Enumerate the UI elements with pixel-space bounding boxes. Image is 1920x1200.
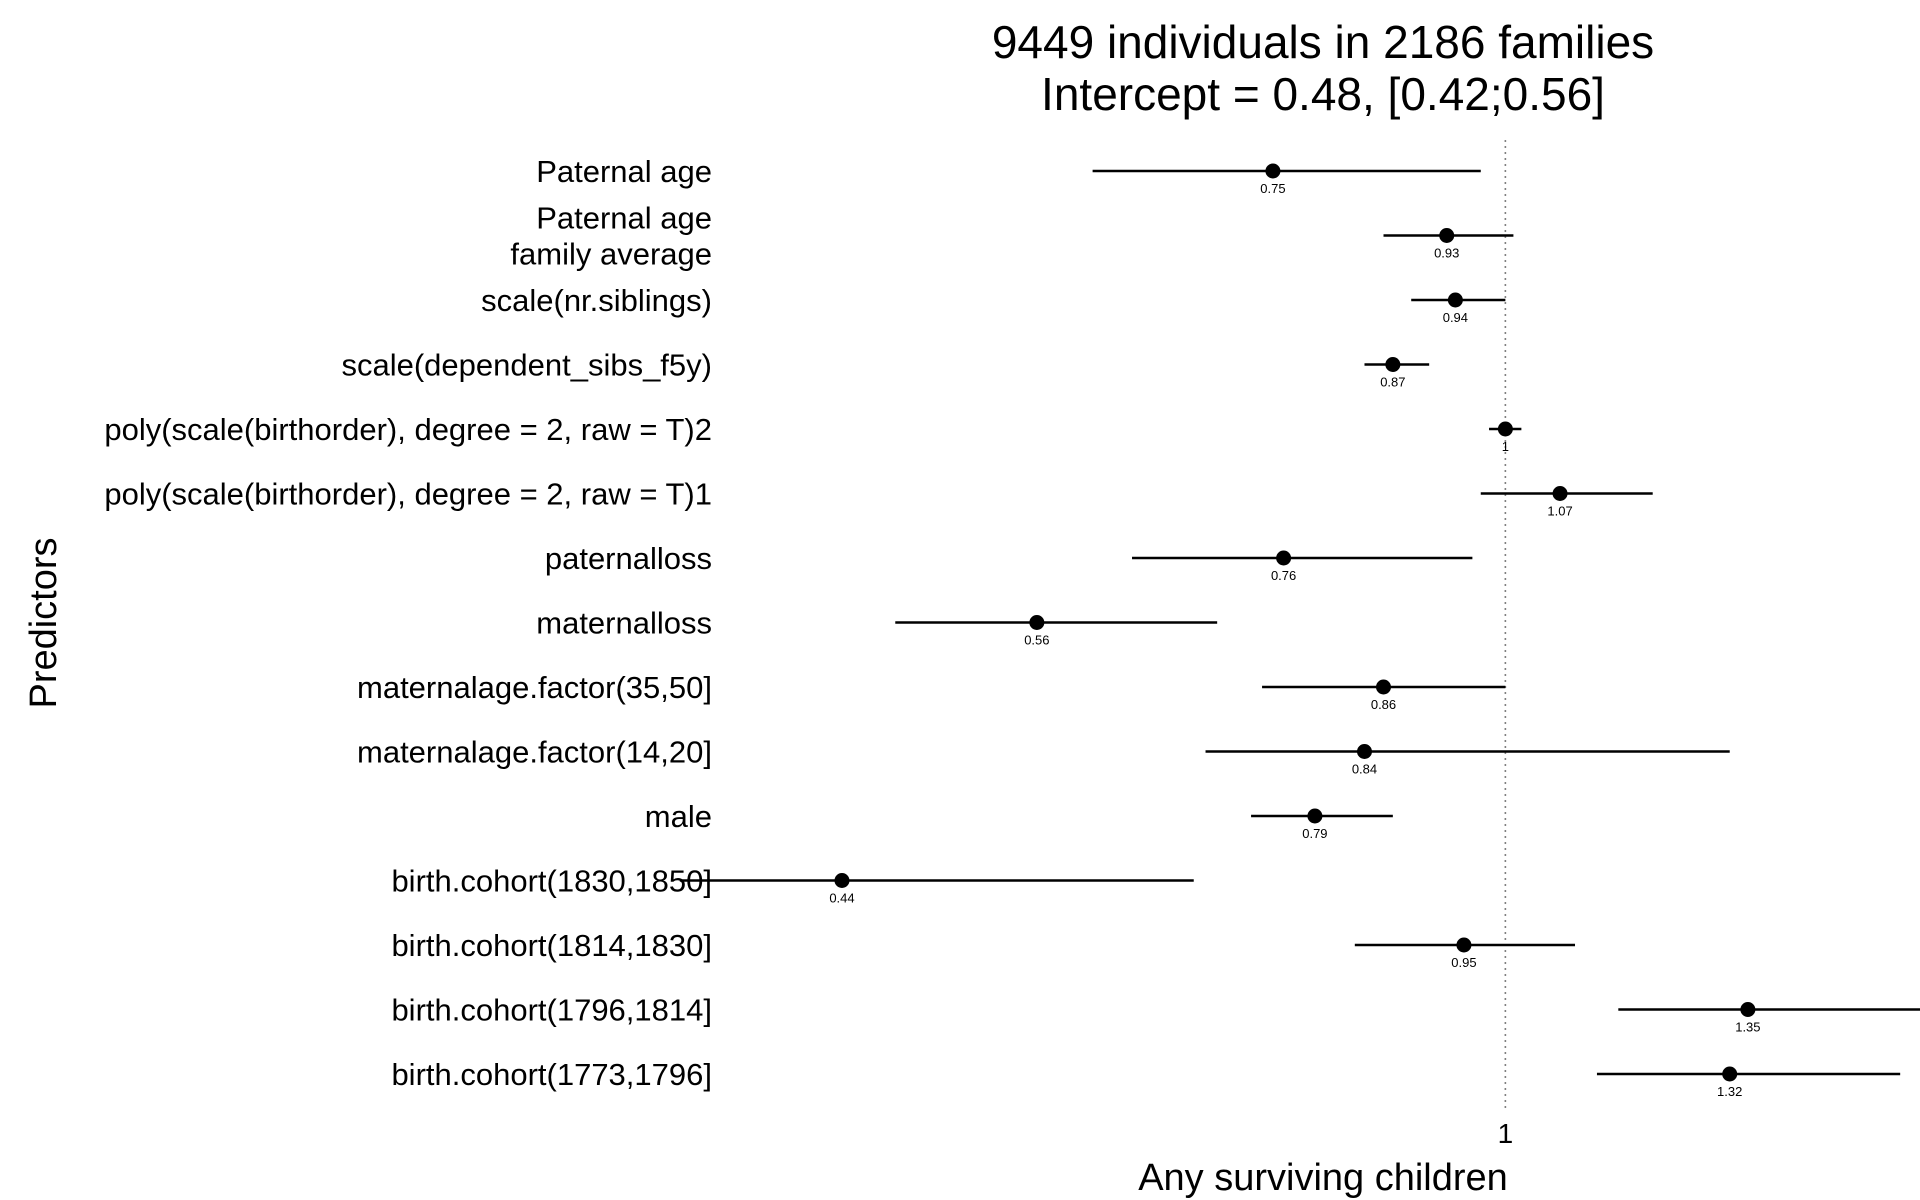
estimate-point <box>1276 550 1292 566</box>
predictor-row: maternalloss 0.56 <box>536 606 1218 648</box>
estimate-value-label: 0.86 <box>1371 697 1396 712</box>
predictor-row: maternalage.factor(35,50] 0.86 <box>357 670 1506 712</box>
predictor-label: Paternal age <box>536 154 712 189</box>
chart-title-line-2: Intercept = 0.48, [0.42;0.56] <box>1041 68 1605 120</box>
estimate-value-label: 0.56 <box>1024 633 1049 648</box>
estimate-point <box>1740 1002 1756 1017</box>
predictor-label: male <box>645 799 712 834</box>
estimate-point <box>834 873 850 888</box>
y-axis-title: Predictors <box>23 537 65 708</box>
predictor-label: birth.cohort(1814,1830] <box>391 928 712 963</box>
predictor-row: paternalloss 0.76 <box>545 541 1473 583</box>
predictor-row: birth.cohort(1830,1850] 0.44 <box>391 864 1194 906</box>
estimate-value-label: 0.95 <box>1451 955 1476 970</box>
estimate-value-label: 1.07 <box>1547 504 1572 519</box>
estimate-value-label: 0.84 <box>1352 762 1377 777</box>
predictor-label: maternalloss <box>536 606 712 641</box>
predictor-row: Paternal age 0.75 <box>536 154 1481 196</box>
estimate-point <box>1307 808 1323 824</box>
estimate-value-label: 0.76 <box>1271 568 1296 583</box>
estimate-point <box>1356 744 1372 759</box>
predictor-row: scale(nr.siblings) 0.94 <box>481 283 1506 325</box>
estimate-value-label: 0.79 <box>1302 826 1327 841</box>
predictor-row: birth.cohort(1796,1814] 1.35 <box>391 993 1920 1035</box>
estimate-point <box>1265 163 1281 179</box>
estimate-value-label: 0.93 <box>1434 246 1459 261</box>
predictor-label: paternalloss <box>545 541 712 576</box>
estimate-value-label: 0.94 <box>1443 310 1468 325</box>
predictor-label: birth.cohort(1830,1850] <box>391 864 712 899</box>
estimate-point <box>1552 486 1568 501</box>
predictor-row: birth.cohort(1814,1830] 0.95 <box>391 928 1576 970</box>
predictor-label: Paternal age <box>536 201 712 236</box>
estimate-point <box>1376 679 1392 695</box>
predictor-label: poly(scale(birthorder), degree = 2, raw … <box>104 412 712 447</box>
predictor-label: birth.cohort(1773,1796] <box>391 1057 712 1092</box>
predictor-label: family average <box>510 237 712 272</box>
predictor-label: scale(dependent_sibs_f5y) <box>341 348 712 383</box>
predictor-row: poly(scale(birthorder), degree = 2, raw … <box>104 412 1522 454</box>
estimate-point <box>1439 228 1455 243</box>
estimate-point <box>1497 421 1513 437</box>
predictor-label: maternalage.factor(14,20] <box>357 735 712 770</box>
predictor-row: male 0.79 <box>645 799 1393 841</box>
estimate-point <box>1722 1066 1738 1082</box>
chart-title-line-1: 9449 individuals in 2186 families <box>992 16 1654 68</box>
predictor-label: maternalage.factor(35,50] <box>357 670 712 705</box>
x-axis-title: Any surviving children <box>1138 1157 1508 1199</box>
estimate-value-label: 0.75 <box>1260 181 1285 196</box>
predictor-row: poly(scale(birthorder), degree = 2, raw … <box>104 477 1653 519</box>
predictor-row: scale(dependent_sibs_f5y) 0.87 <box>341 348 1430 390</box>
estimate-value-label: 0.87 <box>1380 375 1405 390</box>
predictor-row: birth.cohort(1773,1796] 1.32 <box>391 1057 1901 1099</box>
chart-title: 9449 individuals in 2186 families Interc… <box>992 16 1654 120</box>
estimate-point <box>1385 357 1401 372</box>
predictor-label: poly(scale(birthorder), degree = 2, raw … <box>104 477 712 512</box>
estimate-value-label: 1.32 <box>1717 1084 1742 1099</box>
estimate-point <box>1456 937 1472 953</box>
estimate-value-label: 0.44 <box>829 891 854 906</box>
predictor-row: maternalage.factor(14,20] 0.84 <box>357 735 1730 777</box>
estimate-point <box>1447 292 1463 308</box>
x-axis-tick-label: 1 <box>1498 1118 1514 1149</box>
estimate-point <box>1029 615 1045 630</box>
predictor-label: birth.cohort(1796,1814] <box>391 993 712 1028</box>
estimate-value-label: 1 <box>1502 439 1509 454</box>
predictor-label: scale(nr.siblings) <box>481 283 712 318</box>
estimate-value-label: 1.35 <box>1735 1020 1760 1035</box>
